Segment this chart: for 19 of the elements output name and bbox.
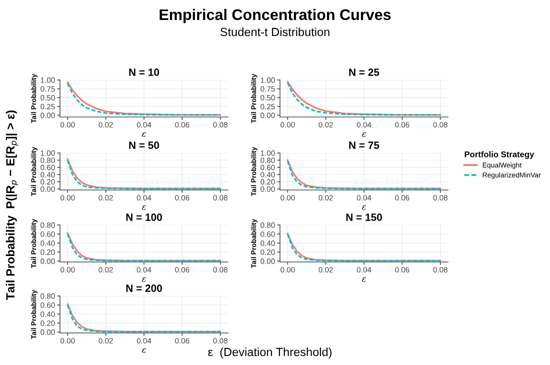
text: Empirical Concentration Curves — [160, 8, 391, 24]
text: ε (Deviation Threshold) — [208, 347, 332, 358]
text: Tail Probability P(|R$_{p}$ − E[R$_{p}$]| > ε) — [6, 110, 18, 300]
chart-title: N = 50 — [129, 142, 160, 149]
chart-title: N = 25 — [349, 68, 380, 76]
x-axis-title: ε — [362, 277, 366, 282]
chart-title: N = 100 — [126, 214, 162, 221]
x-axis-title: ε — [362, 132, 366, 137]
legend-title: Portfolio Strategy — [464, 151, 534, 159]
chart-title: N = 200 — [126, 284, 162, 292]
chart-title: N = 150 — [346, 214, 382, 221]
x-axis-title: ε — [142, 205, 146, 210]
x-axis-title: ε — [142, 277, 146, 282]
x-axis-title: ε — [362, 205, 366, 210]
chart-title: N = 10 — [129, 68, 160, 76]
text: Student-t Distribution — [220, 28, 330, 36]
x-axis-title: ε — [142, 348, 146, 353]
chart-title: N = 75 — [349, 142, 380, 149]
x-axis-title: ε — [142, 132, 146, 137]
